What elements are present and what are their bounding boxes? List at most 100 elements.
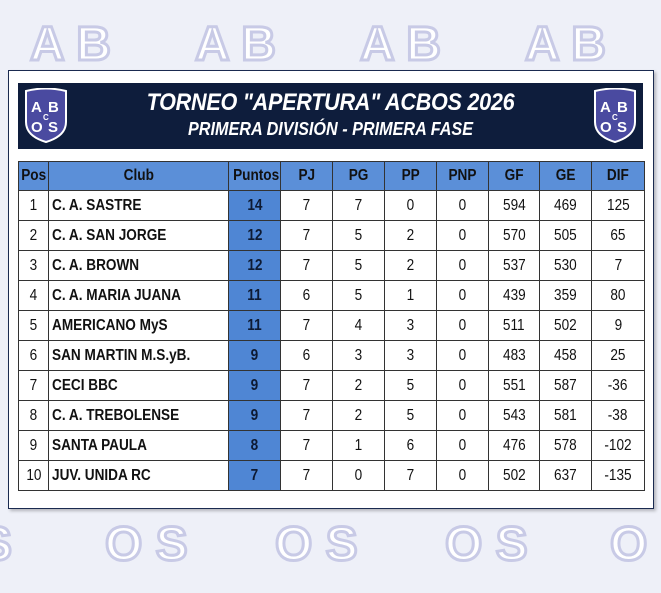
cell-value: 0: [354, 466, 363, 484]
cell-value: CECI BBC: [52, 376, 118, 394]
cell-pj: 7: [280, 460, 333, 491]
cell-value: 4: [29, 286, 38, 304]
cell-pnp: 0: [436, 460, 489, 491]
cell-value: 6: [29, 346, 38, 364]
cell-value: 458: [554, 346, 577, 364]
cell-pos: 10: [18, 460, 49, 491]
cell-value: 2: [406, 226, 415, 244]
cell-value: 12: [246, 226, 263, 244]
cell-pj: 7: [280, 370, 333, 401]
cell-pos: 2: [18, 220, 49, 251]
cell-value: 0: [458, 286, 467, 304]
cell-club: C. A. TREBOLENSE: [48, 400, 229, 431]
cell-value: 7: [302, 196, 311, 214]
cell-value: 12: [246, 256, 263, 274]
cell-pj: 6: [280, 280, 333, 311]
cell-value: 3: [354, 346, 363, 364]
cell-value: 0: [458, 226, 467, 244]
svg-text:O S: O S: [445, 518, 528, 571]
cell-pnp: 0: [436, 220, 489, 251]
cell-value: 483: [502, 346, 526, 364]
acbos-logo-left: A BCO S: [25, 88, 67, 144]
cell-club: C. A. SASTRE: [48, 190, 229, 221]
cell-pj: 7: [280, 400, 333, 431]
cell-value: 476: [502, 436, 526, 454]
cell-ge: 581: [539, 400, 592, 431]
cell-value: 502: [502, 466, 526, 484]
cell-pp: 5: [384, 400, 437, 431]
cell-dif: 65: [591, 220, 645, 251]
cell-value: 5: [354, 286, 363, 304]
cell-value: 581: [554, 406, 577, 424]
table-row: 8 C. A. TREBOLENSE 9 7 2 5 0 543 581 -38: [18, 400, 645, 431]
cell-dif: 7: [591, 250, 645, 281]
cell-pp: 0: [384, 190, 437, 221]
cell-value: 7: [302, 316, 311, 334]
cell-gf: 570: [488, 220, 540, 251]
cell-value: 7: [302, 226, 311, 244]
cell-value: JUV. UNIDA RC: [52, 466, 151, 484]
cell-value: 7: [302, 376, 311, 394]
table-row: 7 CECI BBC 9 7 2 5 0 551 587 -36: [18, 370, 645, 401]
cell-gf: 551: [488, 370, 540, 401]
cell-value: 8: [29, 406, 38, 424]
cell-value: 2: [406, 256, 415, 274]
cell-club: SANTA PAULA: [48, 430, 229, 461]
cell-value: 14: [246, 196, 263, 214]
cell-value: -36: [608, 376, 628, 394]
svg-text:C: C: [43, 113, 49, 122]
cell-value: 530: [554, 256, 577, 274]
cell-value: 543: [502, 406, 526, 424]
cell-pnp: 0: [436, 430, 489, 461]
cell-puntos: 7: [228, 460, 281, 491]
cell-value: 7: [302, 466, 311, 484]
cell-value: 80: [610, 286, 626, 304]
svg-text:S: S: [617, 119, 627, 136]
cell-value: 9: [29, 436, 38, 454]
cell-pg: 5: [332, 220, 385, 251]
cell-value: 6: [406, 436, 415, 454]
cell-pnp: 0: [436, 400, 489, 431]
cell-puntos: 9: [228, 370, 281, 401]
cell-value: 7: [250, 466, 259, 484]
cell-value: 0: [458, 376, 467, 394]
cell-pnp: 0: [436, 340, 489, 371]
cell-value: C. A. TREBOLENSE: [52, 406, 180, 424]
column-header-pos: Pos: [18, 161, 49, 191]
cell-gf: 476: [488, 430, 540, 461]
cell-pp: 3: [384, 340, 437, 371]
column-header-club: Club: [48, 161, 229, 191]
cell-value: 6: [302, 286, 311, 304]
cell-value: 3: [29, 256, 38, 274]
cell-pg: 4: [332, 310, 385, 341]
cell-pg: 2: [332, 370, 385, 401]
cell-value: 4: [354, 316, 363, 334]
cell-value: 469: [554, 196, 577, 214]
cell-value: 3: [406, 316, 415, 334]
svg-text:A B: A B: [360, 18, 441, 71]
column-header-pp: PP: [384, 161, 437, 191]
svg-text:S: S: [48, 119, 58, 136]
cell-pp: 7: [384, 460, 437, 491]
cell-puntos: 8: [228, 430, 281, 461]
cell-pg: 5: [332, 280, 385, 311]
cell-club: C. A. SAN JORGE: [48, 220, 229, 251]
cell-dif: 125: [591, 190, 645, 221]
column-header-label: Pos: [21, 167, 47, 184]
cell-value: 1: [29, 196, 38, 214]
svg-text:A B: A B: [195, 18, 276, 71]
cell-gf: 439: [488, 280, 540, 311]
svg-text:A B: A B: [30, 18, 111, 71]
cell-gf: 537: [488, 250, 540, 281]
column-header-label: Puntos: [233, 167, 280, 184]
tournament-title: TORNEO "APERTURA" ACBOS 2026: [146, 89, 515, 116]
cell-value: SAN MARTIN M.S.yB.: [52, 346, 191, 364]
cell-value: 25: [610, 346, 626, 364]
cell-value: 0: [406, 196, 415, 214]
cell-value: 511: [503, 316, 525, 334]
cell-dif: 9: [591, 310, 645, 341]
column-header-label: PG: [348, 167, 369, 184]
cell-ge: 469: [539, 190, 592, 221]
cell-value: 502: [554, 316, 577, 334]
cell-pp: 1: [384, 280, 437, 311]
